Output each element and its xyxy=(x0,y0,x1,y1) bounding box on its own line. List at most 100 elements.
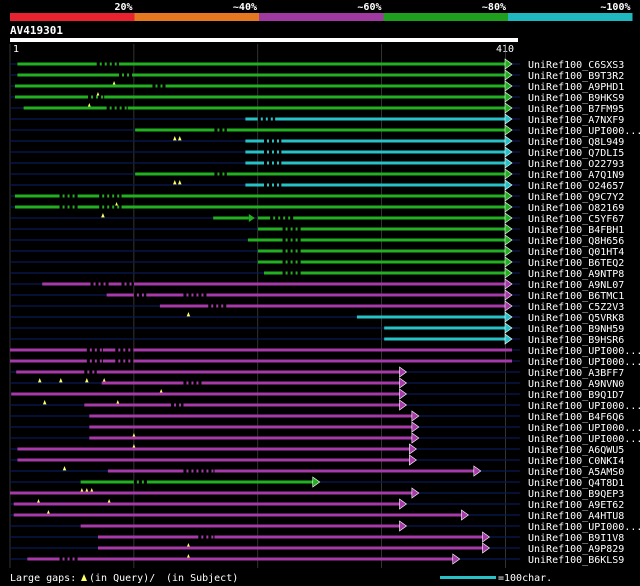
hit-label: UniRef100_B9QEP3 xyxy=(528,489,624,500)
hit-label: UniRef100_UPI000... xyxy=(528,126,640,137)
hit-arrow-icon xyxy=(411,421,420,433)
hit-arrow-icon xyxy=(411,432,420,444)
hit-label: UniRef100_A9NL07 xyxy=(528,280,624,291)
hit-arrow-icon xyxy=(504,146,513,158)
hit-label: UniRef100_B6TMC1 xyxy=(528,291,624,302)
scale-sample-bar xyxy=(440,576,496,579)
hit-label: UniRef100_B4F6Q6 xyxy=(528,412,624,423)
hit-arrow-icon xyxy=(399,399,408,411)
query-gap-marker-icon xyxy=(100,213,105,218)
hit-label: UniRef100_A9ET62 xyxy=(528,500,624,511)
hit-label: UniRef100_Q4T8D1 xyxy=(528,478,624,489)
hit-arrow-icon xyxy=(399,388,408,400)
hit-label: UniRef100_B4FBH1 xyxy=(528,225,624,236)
hit-label: UniRef100_C6SXS3 xyxy=(528,60,624,71)
hit-arrow-icon xyxy=(461,509,469,521)
hit-arrow-icon xyxy=(504,58,513,70)
query-gap-marker-icon xyxy=(84,378,89,383)
hit-arrow-icon xyxy=(504,135,513,147)
hit-label: UniRef100_B9HSR6 xyxy=(528,335,624,346)
query-id: AV419301 xyxy=(10,24,63,37)
hit-arrow-icon xyxy=(504,333,513,345)
hit-arrow-icon xyxy=(504,168,513,180)
query-gap-marker-icon xyxy=(81,574,87,581)
hit-arrow-icon xyxy=(399,498,408,510)
hit-label: UniRef100_A6QWU5 xyxy=(528,445,624,456)
hit-arrow-icon xyxy=(504,278,513,290)
hit-arrow-icon xyxy=(473,465,482,477)
hit-label: UniRef100_Q8H656 xyxy=(528,236,624,247)
hit-arrow-icon xyxy=(504,113,513,125)
hit-label: UniRef100_Q8L949 xyxy=(528,137,624,148)
hit-arrow-icon xyxy=(504,190,513,202)
hit-label: UniRef100_C5Z2V3 xyxy=(528,302,624,313)
hit-label: UniRef100_UPI000... xyxy=(528,522,640,533)
hit-label: UniRef100_A9P829 xyxy=(528,544,624,555)
hit-arrow-icon xyxy=(504,256,513,268)
scale-segment xyxy=(259,13,384,21)
scale-label: =100char. xyxy=(498,573,552,584)
query-gap-marker-icon xyxy=(177,180,182,185)
hit-arrow-icon xyxy=(504,179,513,191)
scale-label: ~40% xyxy=(233,2,257,13)
hit-label: UniRef100_A7Q1N9 xyxy=(528,170,624,181)
hit-label: UniRef100_A3BFF7 xyxy=(528,368,624,379)
scale-label: ~60% xyxy=(357,2,381,13)
hit-label: UniRef100_Q01HT4 xyxy=(528,247,624,258)
hit-label: UniRef100_B9T3R2 xyxy=(528,71,624,82)
hit-label: UniRef100_B9NH59 xyxy=(528,324,624,335)
legend-large-gaps-label: Large gaps: xyxy=(10,573,76,584)
hit-label: UniRef100_UPI000... xyxy=(528,434,640,445)
scale-label: ~100% xyxy=(600,2,630,13)
scale-label: 20% xyxy=(114,2,132,13)
hit-label: UniRef100_C5YF67 xyxy=(528,214,624,225)
hit-label: UniRef100_O24657 xyxy=(528,181,624,192)
hit-label: UniRef100_UPI000... xyxy=(528,346,640,357)
hit-arrow-icon xyxy=(482,531,491,543)
identity-color-scale: 20% ~40% ~60% ~80% ~100% xyxy=(10,2,633,21)
hit-arrow-icon xyxy=(504,300,513,312)
hit-arrow-icon xyxy=(482,542,491,554)
hit-arrow-icon xyxy=(504,223,513,235)
hit-label: UniRef100_Q7DLI5 xyxy=(528,148,624,159)
query-start-label: 1 xyxy=(13,44,19,55)
hit-arrow-icon xyxy=(504,80,513,92)
query-gap-marker-icon xyxy=(177,136,182,141)
hit-label: UniRef100_O82169 xyxy=(528,203,624,214)
hit-arrow-icon xyxy=(248,214,255,222)
hit-label: UniRef100_A5AMS0 xyxy=(528,467,624,478)
scale-segment xyxy=(134,13,259,21)
hit-arrow-icon xyxy=(411,410,420,422)
hit-arrow-icon xyxy=(504,289,513,301)
hit-label: UniRef100_UPI000... xyxy=(528,401,640,412)
hit-arrow-icon xyxy=(452,553,461,565)
hit-label: UniRef100_B9HKS9 xyxy=(528,93,624,104)
scale-label: ~80% xyxy=(482,2,506,13)
hit-arrow-icon xyxy=(504,212,513,224)
hit-label: UniRef100_UPI000... xyxy=(528,357,640,368)
hit-arrow-icon xyxy=(504,201,513,213)
hit-arrow-icon xyxy=(411,487,420,499)
hit-arrow-icon xyxy=(504,157,513,169)
hit-label: UniRef100_Q9C7Y2 xyxy=(528,192,624,203)
scale-segment xyxy=(10,13,135,21)
hit-arrow-icon xyxy=(399,520,408,532)
query-gap-marker-icon xyxy=(172,136,177,141)
hit-arrow-icon xyxy=(312,476,321,488)
query-gap-marker-icon xyxy=(37,378,42,383)
hit-arrow-icon xyxy=(504,234,513,246)
hit-label: UniRef100_C0NKI4 xyxy=(528,456,624,467)
hit-arrow-icon xyxy=(409,454,417,466)
query-gap-marker-icon xyxy=(58,378,63,383)
hit-label: UniRef100_UPI000... xyxy=(528,423,640,434)
hit-arrow-icon xyxy=(504,102,513,114)
hit-arrow-icon xyxy=(504,124,513,136)
hit-label: UniRef100_A9NVN0 xyxy=(528,379,624,390)
hit-arrow-icon xyxy=(504,267,513,279)
hit-label: UniRef100_B6KLS9 xyxy=(528,555,624,566)
hit-arrow-icon xyxy=(409,443,417,455)
legend-subject-label: (in Subject) xyxy=(166,573,238,584)
query-gap-marker-icon xyxy=(62,466,67,471)
query-gap-marker-icon xyxy=(42,400,47,405)
